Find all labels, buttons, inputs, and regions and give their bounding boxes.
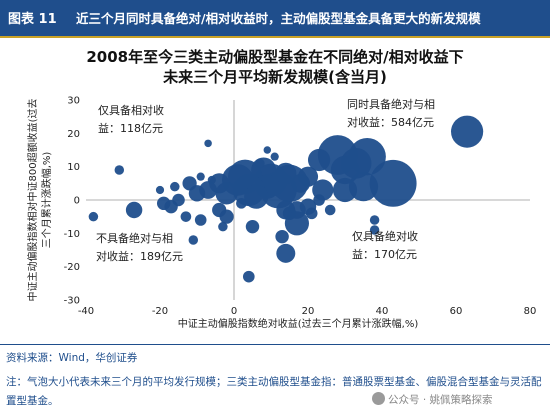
bubble [182, 176, 197, 191]
watermark-text: 公众号 · 姚佩策略探索 [388, 394, 493, 406]
bubble [284, 211, 309, 236]
chart-title-line1: 2008年至今三类主动偏股型基金在不同绝对/相对收益下 [86, 48, 464, 66]
bubble [307, 148, 331, 172]
bubble [194, 214, 207, 226]
chart-title-line2: 未来三个月平均新发规模(含当月) [163, 68, 387, 86]
y-axis-label-line1: 中证主动偏股指数相对中证800超额收益(过去 [26, 99, 39, 302]
bubble [188, 235, 199, 245]
bubble [155, 185, 165, 195]
y-axis-label-line2: 三个月累计涨跌幅,%) [40, 152, 53, 249]
bubble [88, 211, 99, 222]
bubble [236, 198, 247, 209]
x-tick-label: 80 [524, 306, 537, 317]
x-tick-label: -40 [78, 306, 94, 317]
bubble [276, 243, 296, 263]
x-tick-label: 20 [302, 306, 315, 317]
y-tick-label: 10 [67, 162, 80, 173]
y-tick-label: -30 [64, 296, 80, 307]
note-text: 注：气泡大小代表未来三个月的平均发行规模；三类主动偏股型基金指：普通股票型基金、… [6, 376, 542, 407]
figure-label: 图表 11 [8, 12, 57, 27]
bubble [125, 201, 143, 219]
bubble [369, 225, 380, 235]
bubble [270, 152, 279, 161]
bubble [196, 172, 205, 181]
figure-header: 图表 11 近三个月同时具备绝对/相对收益时，主动偏股型基金具备更大的新发规模 [0, 0, 550, 36]
bubble [245, 219, 260, 234]
bubble-chart: -40 -20 0 20 40 60 80 -30 -20 -10 0 10 20 30 仅具备相对收益：… [26, 96, 537, 331]
x-axis-label: 中证主动偏股指数绝对收益(过去三个月累计涨跌幅,%) [178, 317, 419, 330]
source-text: 资料来源：Wind，华创证券 [6, 352, 138, 364]
figure-title: 近三个月同时具备绝对/相对收益时，主动偏股型基金具备更大的新发规模 [76, 11, 481, 26]
watermark: 公众号 · 姚佩策略探索 [372, 392, 493, 407]
header-accent-line [0, 36, 550, 38]
quadrant-annotation: 仅具备相对收益：118亿元 [98, 103, 164, 135]
annotations: 仅具备相对收益：118亿元 同时具备绝对与相对收益：584亿元不具备绝对与相对收益… [96, 97, 435, 263]
bubble [305, 207, 318, 220]
bubble [324, 204, 336, 216]
bubble [244, 184, 269, 209]
bubble [242, 270, 255, 283]
quadrant-annotation: 同时具备绝对与相对收益：584亿元 [347, 97, 435, 129]
bubble [313, 194, 325, 206]
y-tick-label: 0 [74, 196, 80, 207]
y-tick-label: -20 [64, 262, 80, 273]
bubble [255, 158, 265, 169]
x-tick-label: 0 [231, 306, 237, 317]
y-tick-label: 20 [67, 129, 80, 140]
y-tick-label: 30 [67, 96, 80, 107]
bubble [164, 199, 178, 214]
bubble [114, 165, 125, 175]
x-tick-label: 40 [376, 306, 389, 317]
bubble [451, 115, 484, 148]
bubble [263, 146, 272, 154]
quadrant-annotation: 不具备绝对与相对收益：189亿元 [96, 231, 183, 263]
bubble [369, 215, 380, 225]
quadrant-annotation: 仅具备绝对收益：170亿元 [352, 229, 418, 261]
bubble [275, 229, 289, 244]
x-tick-label: -20 [152, 306, 168, 317]
bubble [369, 159, 417, 207]
wechat-icon [372, 392, 385, 405]
y-tick-label: -10 [64, 229, 80, 240]
footer-divider [0, 344, 550, 345]
bubble [332, 177, 358, 203]
bubble [275, 162, 297, 184]
bubble [207, 175, 216, 185]
bubble [180, 211, 192, 222]
bubble [219, 209, 234, 224]
bubbles [88, 115, 484, 283]
bubble [170, 181, 180, 192]
bubble [218, 221, 228, 232]
x-tick-label: 60 [450, 306, 463, 317]
bubble [204, 139, 212, 148]
